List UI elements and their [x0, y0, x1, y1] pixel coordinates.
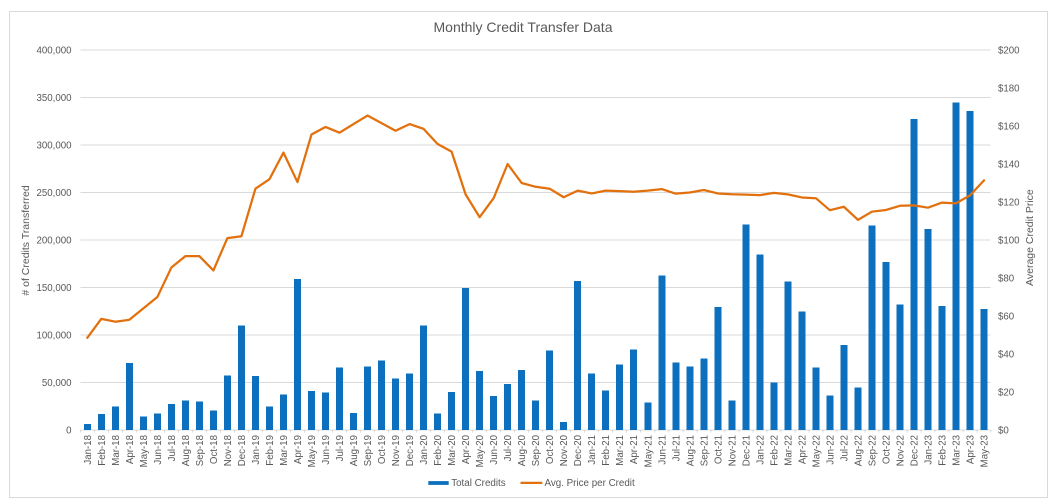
svg-text:Sep-22: Sep-22: [867, 435, 878, 466]
svg-text:Jun-20: Jun-20: [489, 434, 500, 464]
svg-text:Dec-19: Dec-19: [405, 435, 416, 466]
svg-text:Oct-22: Oct-22: [881, 435, 892, 464]
svg-text:Sep-19: Sep-19: [363, 435, 374, 466]
svg-text:May-22: May-22: [811, 435, 822, 467]
svg-text:Aug-22: Aug-22: [853, 435, 864, 466]
svg-text:Feb-19: Feb-19: [265, 435, 276, 466]
svg-text:$100: $100: [998, 235, 1020, 246]
svg-text:Jan-19: Jan-19: [251, 435, 262, 465]
svg-text:Aug-18: Aug-18: [181, 435, 192, 466]
svg-text:May-20: May-20: [475, 434, 486, 467]
svg-text:Jan-23: Jan-23: [923, 435, 934, 465]
svg-text:Mar-18: Mar-18: [111, 435, 122, 466]
svg-text:Jan-22: Jan-22: [755, 435, 766, 465]
svg-text:Oct-19: Oct-19: [377, 435, 388, 464]
svg-text:Jun-22: Jun-22: [825, 435, 836, 465]
svg-text:May-21: May-21: [643, 435, 654, 467]
svg-text:Feb-22: Feb-22: [769, 435, 780, 466]
svg-text:Nov-19: Nov-19: [391, 435, 402, 466]
svg-text:150,000: 150,000: [36, 283, 72, 294]
svg-text:Feb-18: Feb-18: [97, 435, 108, 466]
svg-text:Avg. Price per Credit: Avg. Price per Credit: [545, 478, 635, 489]
svg-text:$140: $140: [998, 159, 1020, 170]
svg-text:Apr-23: Apr-23: [966, 435, 977, 464]
svg-text:$180: $180: [998, 83, 1020, 94]
svg-text:Apr-20: Apr-20: [461, 434, 472, 464]
svg-text:Oct-20: Oct-20: [545, 434, 556, 464]
svg-text:Dec-22: Dec-22: [909, 435, 920, 466]
svg-text:250,000: 250,000: [36, 188, 72, 199]
svg-text:Total Credits: Total Credits: [451, 478, 506, 489]
svg-text:Jul-22: Jul-22: [839, 435, 850, 461]
svg-text:Feb-23: Feb-23: [937, 435, 948, 466]
svg-text:Sep-20: Sep-20: [531, 434, 542, 466]
svg-text:Apr-21: Apr-21: [629, 435, 640, 464]
svg-text:$60: $60: [998, 311, 1015, 322]
svg-text:Feb-21: Feb-21: [601, 435, 612, 466]
svg-text:0: 0: [66, 425, 72, 436]
svg-text:Oct-18: Oct-18: [209, 435, 220, 464]
svg-text:Apr-18: Apr-18: [125, 435, 136, 464]
svg-text:400,000: 400,000: [36, 45, 72, 56]
svg-text:$80: $80: [998, 273, 1015, 284]
svg-text:$40: $40: [998, 349, 1015, 360]
svg-text:Jun-21: Jun-21: [657, 435, 668, 465]
svg-text:Aug-20: Aug-20: [517, 434, 528, 466]
svg-text:May-18: May-18: [139, 435, 150, 467]
svg-text:Average Credit Price: Average Credit Price: [1024, 189, 1036, 286]
svg-text:$0: $0: [998, 425, 1009, 436]
svg-text:50,000: 50,000: [42, 378, 72, 389]
svg-text:Monthly Credit Transfer Data: Monthly Credit Transfer Data: [434, 19, 613, 35]
svg-text:200,000: 200,000: [36, 235, 72, 246]
svg-text:Aug-19: Aug-19: [349, 435, 360, 466]
svg-text:Oct-21: Oct-21: [713, 435, 724, 464]
svg-text:$120: $120: [998, 197, 1020, 208]
svg-text:Nov-18: Nov-18: [223, 435, 234, 466]
svg-text:Jul-20: Jul-20: [503, 434, 514, 461]
svg-text:Dec-20: Dec-20: [573, 434, 584, 466]
svg-text:Nov-20: Nov-20: [559, 434, 570, 466]
svg-text:Mar-19: Mar-19: [279, 435, 290, 466]
svg-text:Mar-21: Mar-21: [615, 435, 626, 466]
svg-text:Dec-18: Dec-18: [237, 435, 248, 466]
svg-text:$20: $20: [998, 387, 1015, 398]
svg-text:Apr-22: Apr-22: [797, 435, 808, 464]
svg-text:May-23: May-23: [980, 435, 991, 467]
svg-text:Mar-22: Mar-22: [783, 435, 794, 466]
svg-text:Mar-20: Mar-20: [447, 434, 458, 465]
svg-text:100,000: 100,000: [36, 330, 72, 341]
svg-text:Jul-18: Jul-18: [167, 435, 178, 461]
svg-text:Jun-18: Jun-18: [153, 435, 164, 465]
svg-text:Mar-23: Mar-23: [951, 435, 962, 466]
svg-text:300,000: 300,000: [36, 140, 72, 151]
svg-text:Jul-21: Jul-21: [671, 435, 682, 461]
svg-text:Nov-21: Nov-21: [727, 435, 738, 466]
svg-text:Dec-21: Dec-21: [741, 435, 752, 466]
svg-text:Jan-21: Jan-21: [587, 435, 598, 465]
svg-text:Sep-21: Sep-21: [699, 435, 710, 466]
svg-text:Apr-19: Apr-19: [293, 435, 304, 464]
svg-text:Nov-22: Nov-22: [895, 435, 906, 466]
svg-text:Feb-20: Feb-20: [433, 434, 444, 465]
svg-text:Jan-20: Jan-20: [419, 434, 430, 464]
svg-text:# of Credits Transferred: # of Credits Transferred: [20, 185, 32, 295]
svg-text:May-19: May-19: [307, 435, 318, 467]
svg-text:$200: $200: [998, 45, 1020, 56]
svg-text:Jan-18: Jan-18: [83, 435, 94, 465]
svg-text:Jun-19: Jun-19: [321, 435, 332, 465]
svg-text:$160: $160: [998, 121, 1020, 132]
svg-text:Jul-19: Jul-19: [335, 435, 346, 461]
svg-text:Aug-21: Aug-21: [685, 435, 696, 466]
svg-text:Sep-18: Sep-18: [195, 435, 206, 466]
svg-text:350,000: 350,000: [36, 93, 72, 104]
